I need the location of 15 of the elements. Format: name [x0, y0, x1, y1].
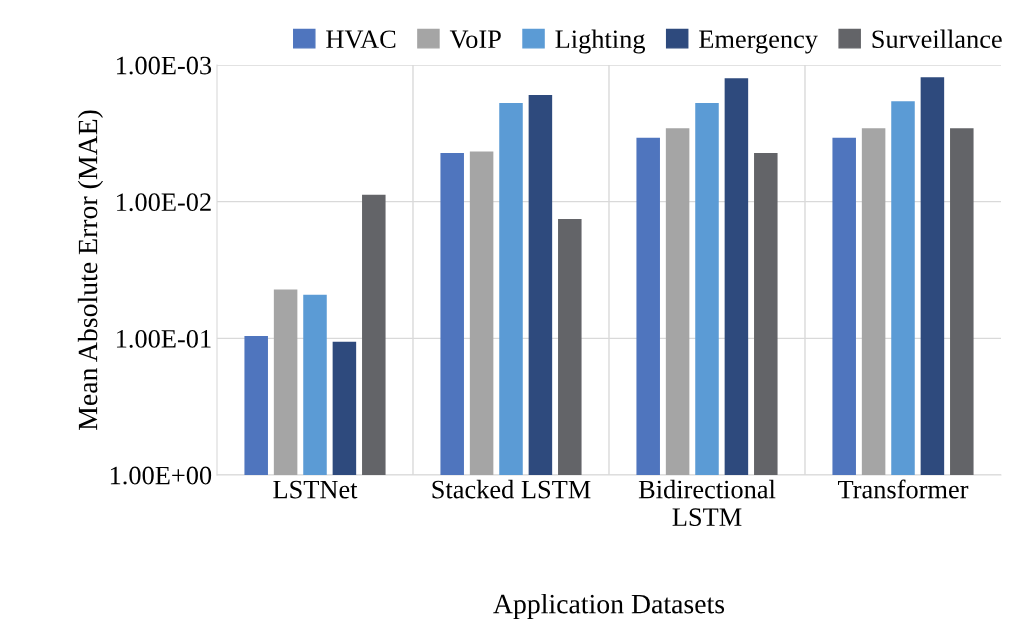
y-tick-label: 1.00E-01: [116, 329, 211, 348]
legend-label: HVAC: [326, 30, 396, 49]
y-tick-label: 1.00E+00: [110, 466, 212, 485]
x-tick-label: Bidirectional LSTM: [638, 479, 776, 527]
x-tick-label: Stacked LSTM: [432, 479, 591, 499]
legend-label: VoIP: [449, 30, 501, 49]
x-tick-label: LSTNet: [273, 480, 358, 499]
legend-label: Surveillance: [872, 29, 1002, 49]
x-tick-label: Transformer: [838, 479, 969, 499]
y-axis-title: Mean Absolute Error (MAE): [77, 110, 104, 431]
y-tick-label: 1.00E-02: [116, 193, 211, 212]
legend-label: Emergency: [699, 30, 818, 54]
x-axis-title: Application Datasets: [493, 593, 725, 620]
legend-label: Lighting: [555, 29, 646, 54]
y-tick-label: 1.00E-03: [116, 56, 212, 75]
